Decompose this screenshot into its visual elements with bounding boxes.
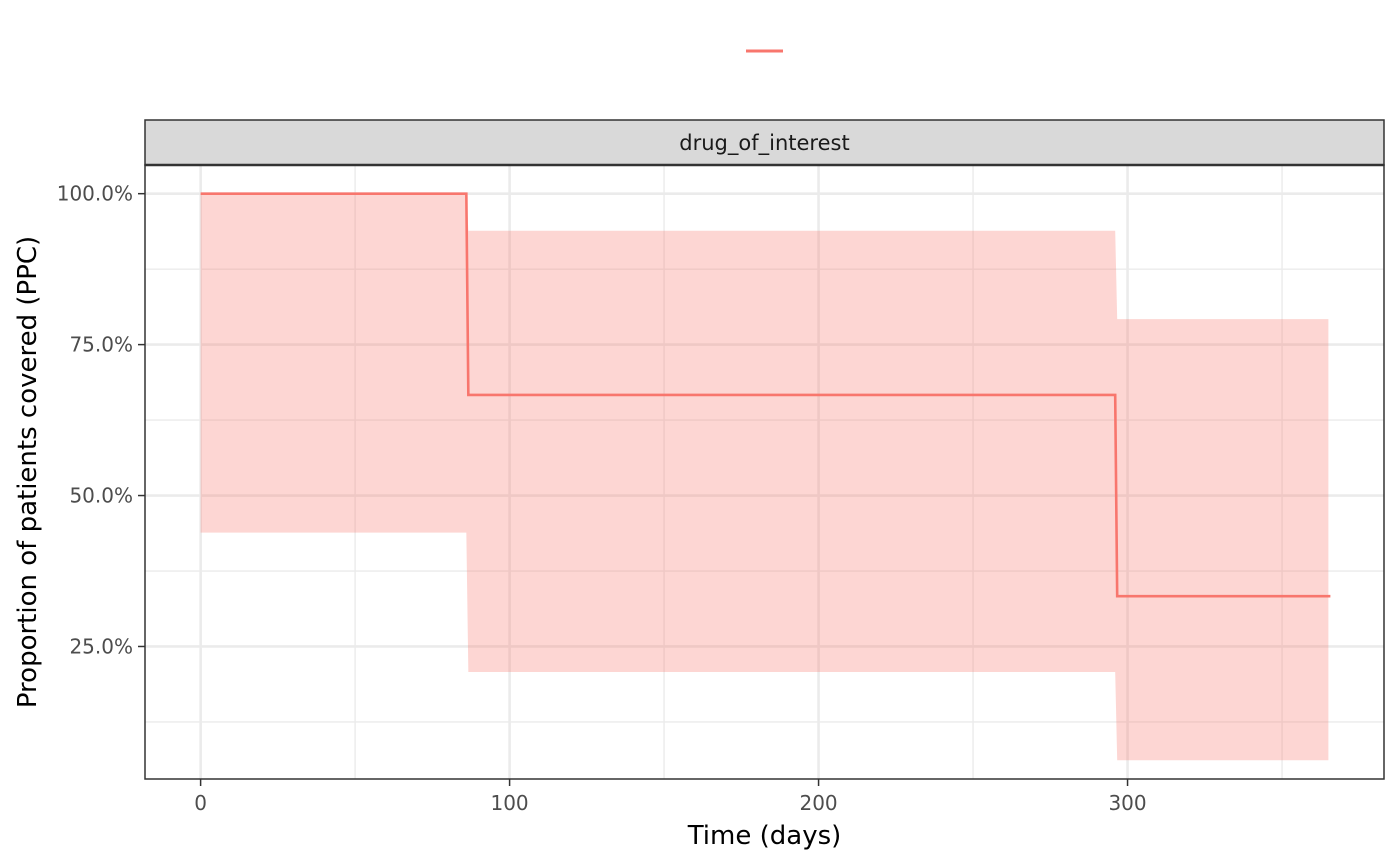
x-axis-title: Time (days) bbox=[687, 821, 842, 851]
x-tick-label: 0 bbox=[194, 791, 207, 815]
ppc-line bbox=[200, 192, 1331, 598]
y-axis-title: Proportion of patients covered (PPC) bbox=[13, 236, 43, 708]
x-tick-label: 200 bbox=[799, 791, 837, 815]
x-tick-label: 300 bbox=[1108, 791, 1146, 815]
y-tick-label: 75.0% bbox=[69, 333, 133, 357]
y-tick-label: 100.0% bbox=[57, 182, 133, 206]
grid-minor bbox=[145, 165, 1384, 779]
ppc-step-line bbox=[200, 192, 1331, 598]
y-tick-label: 25.0% bbox=[69, 634, 133, 658]
confidence-ribbon-area bbox=[200, 193, 1329, 761]
y-tick-label: 50.0% bbox=[69, 484, 133, 508]
y-axis: 25.0% 50.0% 75.0% 100.0% bbox=[57, 182, 145, 658]
plot-panel bbox=[145, 165, 1384, 779]
x-axis: 0 100 200 300 bbox=[194, 779, 1147, 815]
confidence-ribbon bbox=[200, 193, 1329, 761]
facet-strip-label: drug_of_interest bbox=[679, 131, 849, 156]
x-tick-label: 100 bbox=[490, 791, 528, 815]
grid-major bbox=[145, 165, 1384, 779]
